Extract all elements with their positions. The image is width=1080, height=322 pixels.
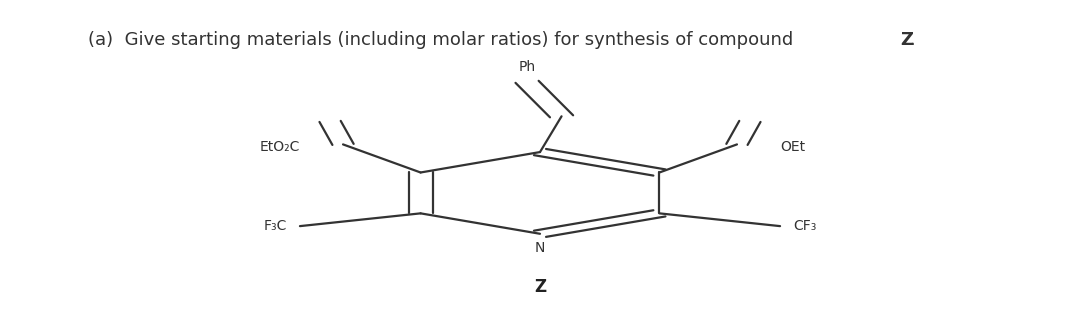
Text: Z: Z [534,279,546,297]
Text: N: N [535,242,545,255]
Text: OEt: OEt [780,140,806,154]
Text: EtO₂C: EtO₂C [259,140,300,154]
Text: CF₃: CF₃ [793,219,816,233]
Text: .: . [909,31,915,49]
Text: Z: Z [900,31,913,49]
Text: Ph: Ph [518,60,536,74]
Text: F₃C: F₃C [264,219,287,233]
Text: (a)  Give starting materials (including molar ratios) for synthesis of compound: (a) Give starting materials (including m… [87,31,798,49]
